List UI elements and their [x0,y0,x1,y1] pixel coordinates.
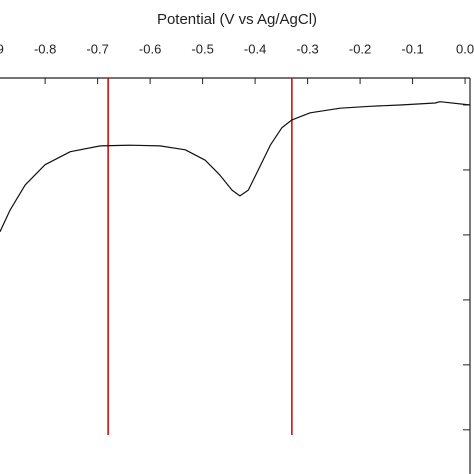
x-tick-label: 0.0 [456,41,474,56]
x-axis-title: Potential (V vs Ag/AgCl) [157,11,317,28]
data-line [0,101,471,232]
x-tick-label: -0.8 [34,41,56,56]
x-tick-label: -0.2 [349,41,371,56]
x-tick-label: -0.3 [296,41,318,56]
x-tick-label: -0.5 [191,41,213,56]
x-tick-label: -0.9 [0,41,4,56]
x-tick-label: -0.6 [139,41,161,56]
x-tick-label: -0.4 [244,41,266,56]
x-tick-label: -0.1 [401,41,423,56]
x-tick-label: -0.7 [86,41,108,56]
